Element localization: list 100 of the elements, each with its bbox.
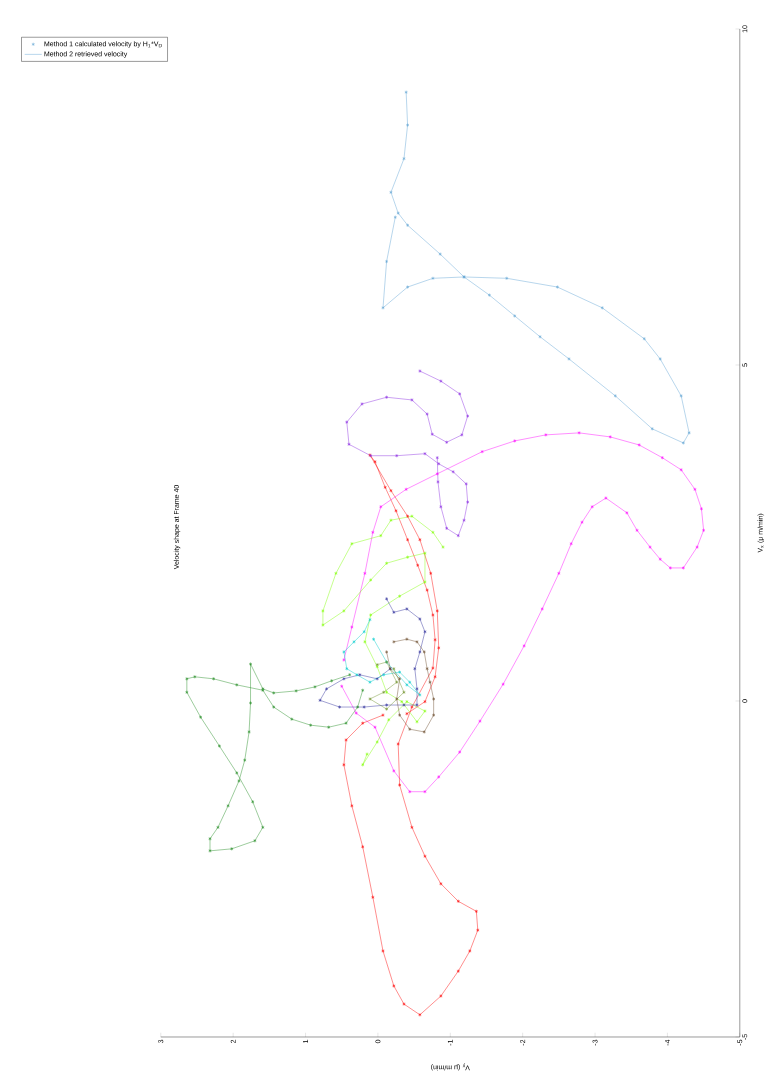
- point: [658, 357, 662, 361]
- point: [642, 336, 646, 341]
- point: [522, 644, 526, 648]
- point: [350, 803, 354, 808]
- point: [362, 705, 366, 709]
- point: [347, 442, 351, 447]
- point: [342, 609, 346, 613]
- point: [356, 705, 360, 709]
- point: [418, 617, 422, 621]
- point: [395, 453, 399, 458]
- point: [272, 691, 276, 695]
- point: [681, 566, 686, 570]
- point: [199, 715, 203, 719]
- point: [272, 705, 276, 709]
- point: [290, 717, 294, 721]
- point: [650, 426, 654, 431]
- point: [368, 680, 372, 685]
- point: [439, 994, 443, 998]
- point: [294, 689, 298, 693]
- point: [381, 949, 385, 953]
- point: [410, 398, 414, 402]
- point: [423, 709, 427, 713]
- point: [430, 432, 434, 437]
- point: [389, 488, 393, 493]
- point: [540, 607, 544, 611]
- point: [415, 687, 419, 691]
- point: [456, 899, 460, 904]
- point: [555, 285, 560, 289]
- point: [679, 467, 683, 472]
- point: [679, 394, 683, 398]
- point: [456, 533, 460, 538]
- point: [363, 640, 367, 644]
- point: [396, 211, 400, 215]
- point: [466, 500, 470, 504]
- point: [431, 613, 435, 617]
- point: [466, 414, 470, 418]
- point: [437, 646, 441, 650]
- point: [577, 431, 581, 435]
- point: [360, 402, 364, 406]
- point: [423, 580, 427, 584]
- point: [635, 528, 639, 533]
- point: [437, 775, 441, 779]
- point: [400, 699, 404, 704]
- point: [406, 555, 410, 560]
- point: [338, 705, 342, 709]
- point: [423, 699, 427, 704]
- point: [395, 680, 399, 685]
- point: [217, 744, 222, 748]
- point: [369, 578, 373, 582]
- point: [392, 984, 396, 988]
- point: [435, 472, 439, 476]
- point: [185, 676, 189, 681]
- point: [392, 769, 396, 773]
- point: [458, 392, 462, 396]
- point: [253, 838, 257, 843]
- point: [418, 693, 422, 697]
- point: [402, 156, 406, 161]
- point: [373, 725, 377, 730]
- point: [405, 607, 409, 611]
- point: [425, 588, 429, 592]
- point: [458, 750, 462, 754]
- point: [325, 687, 329, 691]
- point: [230, 846, 234, 851]
- point: [437, 461, 441, 466]
- point: [313, 685, 317, 689]
- point: [362, 629, 366, 634]
- point: [251, 799, 255, 804]
- point: [668, 566, 673, 570]
- point: [445, 526, 449, 531]
- point: [375, 676, 379, 681]
- point: [406, 285, 410, 289]
- point: [405, 699, 409, 704]
- point: [373, 459, 377, 464]
- point: [408, 727, 412, 732]
- point: [350, 541, 354, 546]
- point: [423, 551, 427, 555]
- point: [185, 690, 189, 695]
- point: [423, 854, 427, 859]
- point: [344, 738, 348, 742]
- point: [439, 504, 443, 509]
- point: [580, 520, 584, 525]
- point: [408, 789, 412, 794]
- point: [321, 623, 325, 627]
- point: [406, 537, 410, 542]
- point: [389, 190, 393, 195]
- point: [402, 690, 406, 695]
- point: [436, 480, 440, 484]
- point: [345, 666, 349, 671]
- point: [544, 433, 548, 437]
- point: [383, 485, 387, 490]
- point: [208, 836, 212, 841]
- point: [402, 1002, 406, 1006]
- point: [402, 703, 406, 707]
- point: [237, 779, 241, 783]
- point: [658, 557, 662, 562]
- point: [439, 379, 443, 383]
- point: [385, 707, 389, 711]
- point: [406, 514, 410, 519]
- point: [613, 394, 618, 398]
- point: [406, 123, 410, 127]
